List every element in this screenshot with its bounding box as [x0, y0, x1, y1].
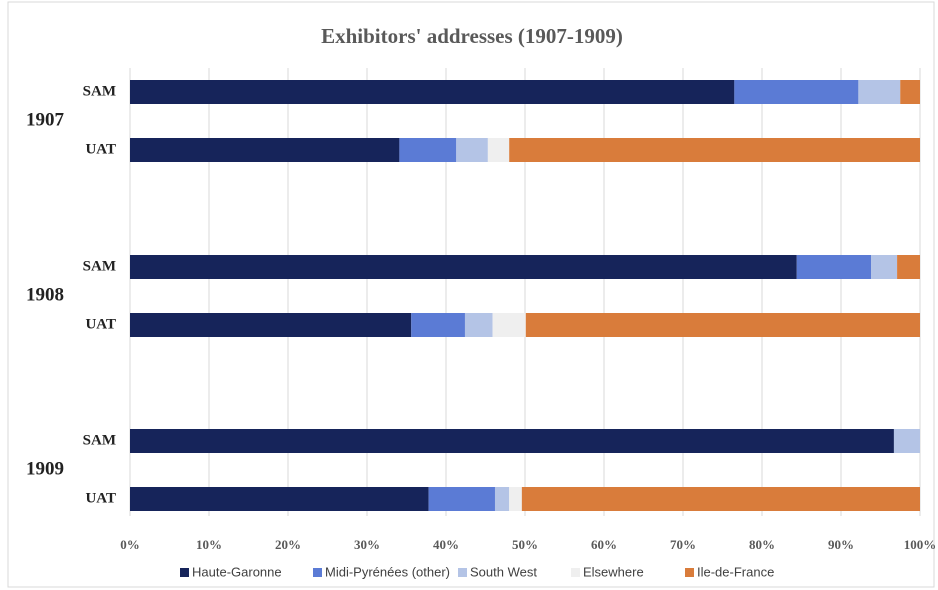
x-tick-label: 10% [196, 537, 222, 552]
bar-segment [897, 255, 920, 279]
bar-segment [130, 255, 797, 279]
y-tick-label: UAT [85, 141, 116, 157]
bar-segment [509, 138, 920, 162]
bar-segment [525, 313, 920, 337]
bar-segment [399, 138, 457, 162]
legend-swatch [180, 568, 189, 577]
y-tick-label: SAM [83, 83, 116, 99]
y-tick-label: SAM [83, 432, 116, 448]
x-tick-label: 70% [670, 537, 696, 552]
group-label: 1909 [26, 458, 64, 479]
bar-segment [130, 429, 894, 453]
legend-swatch [458, 568, 467, 577]
bar-segment [411, 313, 465, 337]
legend-label: Ile-de-France [697, 564, 774, 579]
x-tick-label: 60% [591, 537, 617, 552]
chart-border [7, 1, 935, 588]
bar-segment [130, 80, 735, 104]
x-tick-label: 20% [275, 537, 301, 552]
legend-label: Elsewhere [583, 564, 644, 579]
legend-label: South West [470, 564, 537, 579]
bar-segment [521, 487, 920, 511]
bar-segment [893, 429, 920, 453]
x-tick-label: 90% [828, 537, 854, 552]
bar-segment [509, 487, 522, 511]
bar-segment [492, 313, 526, 337]
legend-swatch [313, 568, 322, 577]
group-label: 1908 [26, 284, 64, 305]
legend-label: Midi-Pyrénées (other) [325, 564, 450, 579]
legend-swatch [571, 568, 580, 577]
x-tick-label: 30% [354, 537, 380, 552]
y-tick-label: UAT [85, 316, 116, 332]
bar-segment [858, 80, 901, 104]
x-tick-label: 80% [749, 537, 775, 552]
bar-segment [130, 487, 429, 511]
x-tick-label: 50% [512, 537, 538, 552]
bar-segment [428, 487, 495, 511]
x-tick-label: 100% [904, 537, 937, 552]
bar-segment [130, 313, 412, 337]
group-label: 1907 [26, 109, 65, 130]
y-tick-label: SAM [83, 258, 116, 274]
bar-segment [900, 80, 920, 104]
bar-segment [487, 138, 510, 162]
x-tick-label: 40% [433, 537, 459, 552]
chart-title: Exhibitors' addresses (1907-1909) [321, 24, 623, 48]
legend-label: Haute-Garonne [192, 564, 282, 579]
bar-segment [494, 487, 510, 511]
bar-segment [464, 313, 493, 337]
bar-segment [871, 255, 898, 279]
bar-segment [796, 255, 872, 279]
x-tick-label: 0% [120, 537, 140, 552]
bar-segment [456, 138, 488, 162]
bar-segment [130, 138, 400, 162]
legend-swatch [685, 568, 694, 577]
bar-segment [734, 80, 859, 104]
y-tick-label: UAT [85, 490, 116, 506]
